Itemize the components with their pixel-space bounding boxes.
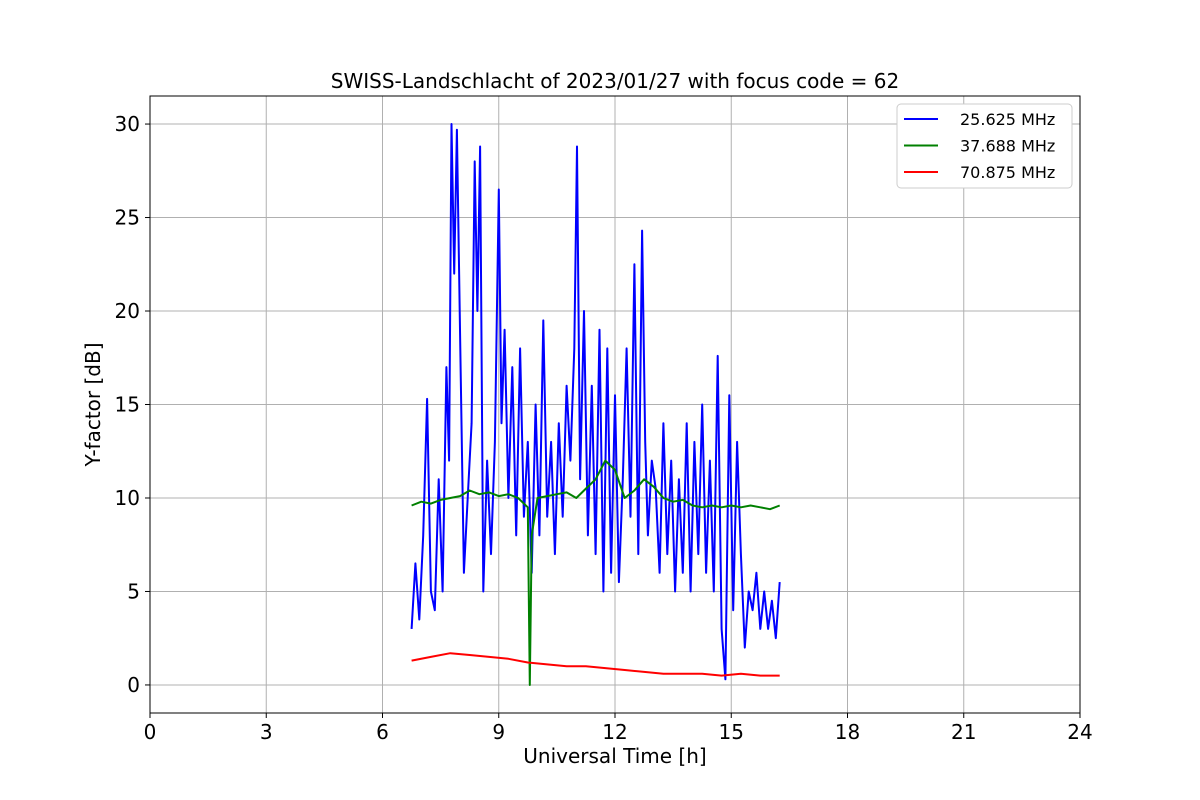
series-line-1 — [410, 123, 781, 681]
legend: 25.625 MHz 37.688 MHz 70.875 MHz — [896, 103, 1073, 189]
chart-title: SWISS-Landschlacht of 2023/01/27 with fo… — [331, 69, 899, 93]
series-line-3 — [411, 652, 780, 677]
legend-label: 37.688 MHz — [960, 137, 1055, 156]
y-tick-label: 5 — [127, 579, 140, 603]
y-axis-label: Y-factor [dB] — [81, 342, 105, 467]
x-tick-label: 15 — [719, 720, 744, 744]
y-tick-label: 20 — [115, 299, 140, 323]
y-axis: 0 5 10 15 20 25 30 — [115, 112, 150, 697]
legend-label: 25.625 MHz — [960, 110, 1055, 129]
x-tick-label: 6 — [376, 720, 389, 744]
legend-box — [896, 103, 1073, 189]
x-tick-label: 21 — [951, 720, 976, 744]
y-tick-label: 15 — [115, 393, 140, 417]
x-tick-label: 24 — [1067, 720, 1092, 744]
legend-label: 70.875 MHz — [960, 163, 1055, 182]
y-tick-label: 25 — [115, 206, 140, 230]
series-line-2 — [411, 459, 781, 686]
x-tick-label: 3 — [260, 720, 273, 744]
x-axis-label: Universal Time [h] — [523, 744, 706, 768]
y-tick-label: 30 — [115, 112, 140, 136]
y-tick-label: 10 — [115, 486, 140, 510]
y-tick-label: 0 — [127, 673, 140, 697]
x-tick-label: 18 — [835, 720, 860, 744]
series-layer — [410, 123, 781, 686]
x-tick-label: 0 — [144, 720, 157, 744]
x-axis: 0 3 6 9 12 15 18 21 24 — [144, 713, 1093, 744]
x-tick-label: 12 — [602, 720, 627, 744]
x-tick-label: 9 — [492, 720, 505, 744]
